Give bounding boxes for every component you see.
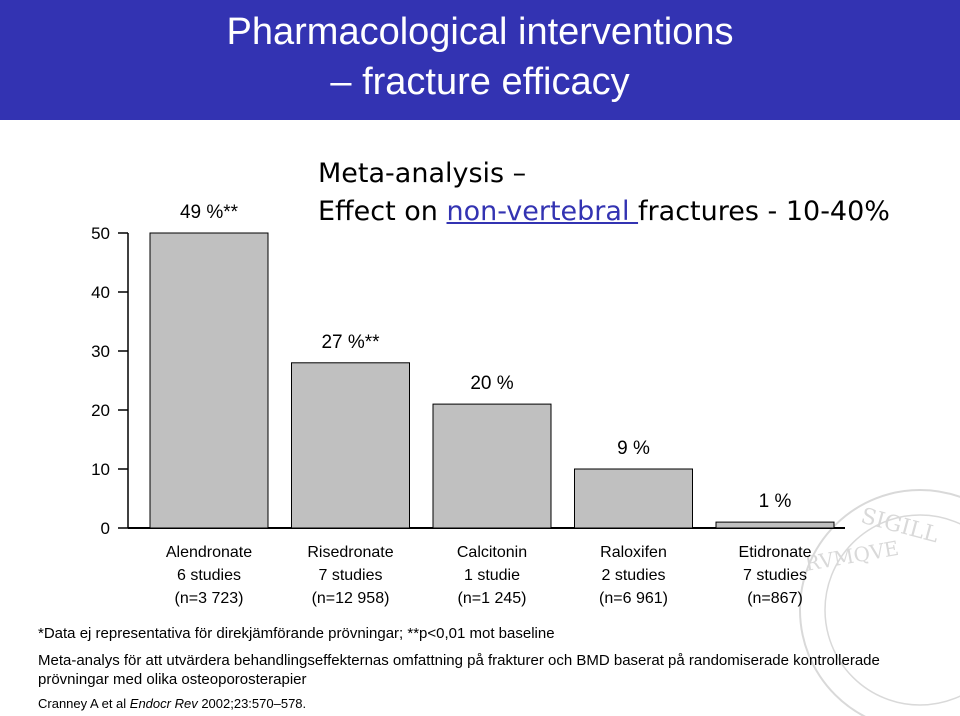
bar-value-label: 1 % [759, 491, 792, 512]
bar-chart: 0 10 20 30 40 50 49 %** Alendronate 6 studies (n=… [91, 202, 845, 607]
page-title-line-1: Pharmacological interventions [226, 11, 734, 53]
bar-value-label: 20 % [470, 373, 513, 394]
seal-inner-ring [824, 514, 960, 706]
non-vertebral-link[interactable]: non-vertebral [446, 196, 639, 227]
x-category-label: (n=1 245) [458, 590, 527, 607]
reference: Cranney A et al Endocr Rev 2002;23:570–5… [38, 695, 306, 713]
x-category-label: Alendronate [166, 544, 252, 561]
y-tick-label: 20 [91, 401, 110, 420]
bar-value-label: 9 % [617, 438, 650, 459]
reference-authors: Cranney A et al [38, 696, 130, 711]
seal-outer-ring [799, 489, 960, 716]
x-category-label: (n=12 958) [312, 590, 390, 607]
subtitle-prefix: Effect on [318, 196, 447, 227]
page-title-line-2: – fracture efficacy [330, 61, 630, 103]
reference-details: 2002;23:570–578. [197, 696, 307, 711]
bar [432, 403, 552, 529]
bar [715, 521, 835, 529]
x-category-label: 7 studies [743, 567, 807, 584]
x-category-label: (n=6 961) [599, 590, 668, 607]
reference-journal: Endocr Rev [129, 696, 198, 711]
y-tick-label: 30 [91, 342, 110, 361]
x-category-label: Risedronate [307, 544, 393, 561]
bar [574, 468, 693, 529]
chart-subtitle-line-2: Effect on non-vertebral fractures - 10-4… [318, 196, 890, 228]
x-category-label: 2 studies [601, 567, 665, 584]
x-category-label: (n=3 723) [175, 590, 244, 607]
footnote-data: *Data ej representativa för direkjämföra… [38, 625, 555, 642]
chart-subtitle-line-1: Meta-analysis – [318, 158, 527, 189]
bar [149, 232, 269, 529]
x-category-label: 6 studies [177, 567, 241, 584]
subtitle-suffix: fractures - 10-40% [638, 196, 890, 227]
y-tick-label: 40 [91, 283, 110, 302]
university-seal: SIGILL RVMQVE [799, 489, 960, 716]
bar-value-label: 27 %** [321, 332, 380, 353]
x-category-label: Calcitonin [457, 544, 527, 561]
x-category-label: Raloxifen [600, 544, 667, 561]
y-tick-label: 0 [101, 519, 110, 538]
y-tick-label: 10 [91, 460, 110, 479]
meta-analysis-note-line-2: prövningar med olika osteoporosterapier [38, 671, 307, 688]
x-category-label: 7 studies [318, 567, 382, 584]
title-band: Pharmacological interventions – fracture… [0, 0, 960, 120]
bar [291, 362, 410, 529]
x-category-label: (n=867) [747, 590, 803, 607]
x-category-label: Etidronate [739, 544, 812, 561]
meta-analysis-note-line-1: Meta-analys för att utvärdera behandling… [38, 652, 880, 669]
bar-value-label: 49 %** [180, 202, 239, 223]
y-tick-label: 50 [91, 224, 110, 243]
x-category-label: 1 studie [464, 567, 520, 584]
